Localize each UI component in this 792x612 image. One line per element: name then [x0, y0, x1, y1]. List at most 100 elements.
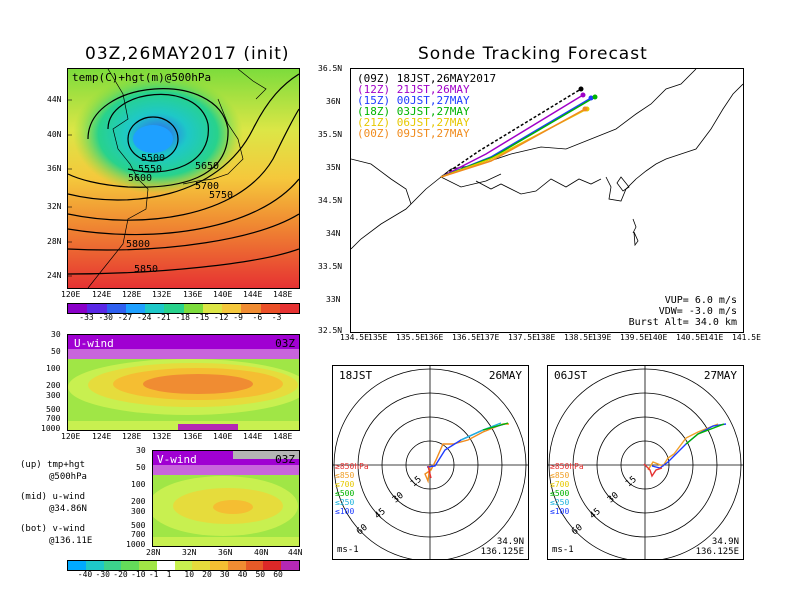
lon-tick: 136E — [183, 290, 203, 299]
lat-tick: 35.5N — [318, 130, 343, 139]
v-wind-label: V-wind — [157, 453, 197, 466]
p-tick: 30 — [136, 446, 146, 455]
right-title: Sonde Tracking Forecast — [418, 44, 648, 64]
wind-colorbar-tick: -10 — [131, 570, 146, 579]
p-tick: 200 — [46, 381, 61, 390]
lat-tick: 36N — [218, 548, 233, 557]
wind-colorbar-tick: 30 — [219, 570, 230, 579]
temperature-colorbar-swatch — [202, 304, 222, 313]
burst-altitude: Burst Alt= 34.0 km — [628, 317, 737, 328]
track-lon-tick: 141E — [704, 333, 724, 342]
track-lon-tick: 136.5E — [452, 333, 481, 342]
contour-label-5550: 5550 — [138, 164, 163, 175]
lat-tick: 33.5N — [318, 262, 343, 271]
side-label-bot-lon: @136.11E — [49, 536, 93, 546]
track-lon-tick: 137.5E — [508, 333, 537, 342]
level-item: ≤500 — [550, 489, 570, 498]
wind-colorbar-swatch — [103, 561, 122, 570]
lat-tick: 28N — [146, 548, 161, 557]
lon-tick: 144E — [243, 290, 263, 299]
lon-tick: 124E — [92, 290, 112, 299]
p-tick: 500 — [131, 521, 146, 530]
p-tick: 30 — [51, 330, 61, 339]
p-tick: 700 — [131, 530, 146, 539]
wind-colorbar-swatch — [85, 561, 104, 570]
hodo1-level-legend: ≥850hPa ≤850 ≤700 ≤500 ≤250 ≤100 — [335, 462, 369, 516]
temperature-colorbar-tick: -33 — [79, 313, 94, 322]
wind-colorbar-tick: 50 — [255, 570, 266, 579]
wind-colorbar-swatch — [156, 561, 175, 570]
v-wind-panel: V-wind 03Z — [152, 450, 300, 547]
contour-label-5600: 5600 — [128, 173, 153, 184]
hodo1-time: 18JST — [339, 369, 373, 382]
lat-tick: 28N — [47, 237, 62, 246]
p-tick: 200 — [131, 497, 146, 506]
lat-tick: 36N — [326, 97, 341, 106]
hodo2-level-legend: ≥850hPa ≤850 ≤700 ≤500 ≤250 ≤100 — [550, 462, 584, 516]
lat-tick: 35N — [326, 163, 341, 172]
temperature-colorbar-swatch — [241, 304, 261, 313]
track-lon-tick: 138.5E — [564, 333, 593, 342]
u-wind-panel: U-wind 03Z — [67, 334, 300, 431]
side-label-up: (up) tmp+hgt — [20, 460, 86, 470]
temperature-field-svg — [68, 69, 299, 288]
temperature-colorbar-tick: -9 — [233, 313, 243, 322]
wind-colorbar-swatch — [121, 561, 140, 570]
track-lon-tick: 138E — [536, 333, 556, 342]
temperature-colorbar-swatch — [260, 304, 280, 313]
lat-tick: 33N — [326, 295, 341, 304]
lon-tick: 148E — [273, 432, 293, 441]
level-item: ≤500 — [335, 489, 355, 498]
hodograph-06jst-svg — [548, 366, 743, 559]
hodo2-unit: ms-1 — [552, 545, 574, 555]
lat-tick: 34N — [326, 229, 341, 238]
temperature-colorbar-ticks: -33 -30 -27 -24 -21 -18 -15 -12 -9 -6 -3 — [67, 313, 298, 323]
lat-tick: 36N — [47, 164, 62, 173]
contour-label-5800: 5800 — [126, 239, 151, 250]
p-tick: 700 — [46, 414, 61, 423]
wind-colorbar-swatch — [227, 561, 246, 570]
temperature-colorbar-swatch — [145, 304, 165, 313]
lat-tick: 24N — [47, 271, 62, 280]
lon-tick: 120E — [61, 290, 81, 299]
side-label-up-level: @500hPa — [49, 472, 87, 482]
legend-item-15z: (15Z) 00JST,27MAY — [357, 94, 470, 107]
u-wind-time: 03Z — [275, 337, 295, 350]
legend-item-00z: (00Z) 09JST,27MAY — [357, 127, 470, 140]
track-lon-tick: 139.5E — [620, 333, 649, 342]
temperature-colorbar-tick: -27 — [117, 313, 133, 322]
wind-colorbar-swatch — [281, 561, 299, 570]
contour-label-5750: 5750 — [209, 190, 234, 201]
hodo1-location: 34.9N 136.125E — [481, 537, 524, 557]
level-item: ≥850hPa — [335, 462, 369, 471]
wind-colorbar-swatch — [68, 561, 86, 570]
wind-colorbar-tick: -1 — [148, 570, 159, 579]
wind-colorbar-tick: 10 — [184, 570, 195, 579]
left-title: 03Z,26MAY2017 (init) — [85, 44, 290, 64]
lon-tick: 144E — [243, 432, 263, 441]
wind-colorbar-tick: 1 — [166, 570, 172, 579]
hodo1-unit: ms-1 — [337, 545, 359, 555]
temperature-colorbar-tick: -21 — [156, 313, 171, 322]
lat-tick: 32N — [47, 202, 62, 211]
track-lon-tick: 135.5E — [396, 333, 425, 342]
lon-tick: 128E — [122, 290, 142, 299]
track-lon-tick: 135E — [368, 333, 388, 342]
lat-tick: 32N — [182, 548, 197, 557]
wind-colorbar-swatch — [263, 561, 282, 570]
hodograph-18jst-svg — [333, 366, 528, 559]
contour-label-5650: 5650 — [195, 161, 220, 172]
temperature-colorbar-tick: -3 — [271, 313, 282, 322]
descent-rate: VDW= -3.0 m/s — [658, 306, 737, 317]
lat-tick: 32.5N — [318, 326, 343, 335]
level-item: ≤250 — [335, 498, 355, 507]
track-lon-tick: 140.5E — [676, 333, 705, 342]
side-label-bot: (bot) v-wind — [20, 524, 86, 534]
legend-item-12z: (12Z) 21JST,26MAY — [357, 83, 470, 96]
temperature-colorbar-swatch — [125, 304, 145, 313]
hodo1-lat: 34.9N — [496, 537, 524, 547]
temperature-colorbar-swatch — [68, 304, 88, 313]
temperature-colorbar-swatch — [106, 304, 126, 313]
level-item: ≤700 — [550, 480, 570, 489]
lon-tick: 132E — [152, 290, 172, 299]
